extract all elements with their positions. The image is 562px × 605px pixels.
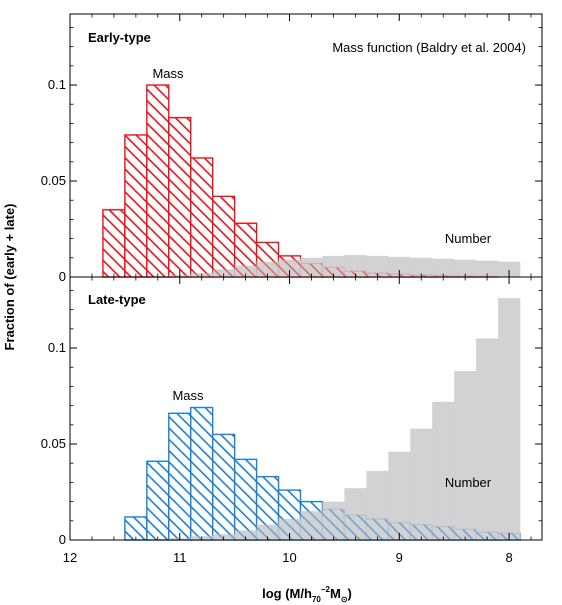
- late-y-tick-label-2: 0.1: [48, 340, 66, 355]
- x-axis-title: log (M/h70−2M⊙): [262, 585, 352, 604]
- late-number-bar-18: [498, 298, 521, 540]
- early-number-bar-18: [498, 261, 521, 277]
- late-type-label: Late-type: [88, 292, 146, 307]
- early-mass-histogram: [102, 84, 499, 278]
- late-mass-overlay-7: [256, 524, 279, 540]
- late-mass-bar-6: [233, 458, 258, 541]
- early-y-tick-label-0: 0: [59, 269, 66, 284]
- late-type-panel: 0 0.05 0.1 Late-type Mass Number: [41, 276, 543, 547]
- x-tick-label-1: 11: [173, 550, 187, 565]
- late-mass-overlay-12: [366, 518, 389, 540]
- late-mass-overlay-15: [432, 526, 455, 540]
- early-mass-overlay-6: [234, 265, 257, 277]
- early-number-bar-14: [410, 257, 433, 277]
- x-tick-label-0: 12: [63, 550, 77, 565]
- x-tick-label-3: 9: [396, 550, 403, 565]
- early-y-tick-label-1: 0.05: [41, 173, 66, 188]
- early-number-bar-16: [454, 259, 477, 277]
- early-mass-bar-5: [211, 195, 236, 278]
- late-mass-overlay-17: [476, 532, 499, 540]
- late-mass-overlay-16: [454, 529, 477, 540]
- late-mass-overlay-8: [278, 518, 301, 540]
- early-mass-overlay-8: [278, 259, 301, 277]
- early-type-panel: 0 0.05 0.1 Early-type Mass function (Baldr…: [41, 13, 543, 284]
- late-panel-frame: [69, 276, 543, 541]
- early-mass-overlay-10: [322, 267, 345, 277]
- late-mass-bar-3: [168, 412, 192, 541]
- late-number-bar-16: [454, 371, 477, 540]
- early-y-ticks: 0 0.05 0.1: [41, 14, 542, 284]
- early-number-bar-17: [476, 260, 499, 277]
- late-mass-overlay-10: [322, 509, 345, 540]
- early-mass-overlay-9: [300, 263, 323, 277]
- late-number-bar-13: [388, 451, 411, 540]
- y-axis-title: Fraction of (early + late): [2, 203, 17, 350]
- chart-annotation: Mass function (Baldry et al. 2004): [332, 40, 526, 55]
- late-mass-overlay-9: [300, 511, 323, 540]
- early-y-tick-label-2: 0.1: [48, 77, 66, 92]
- early-number-label: Number: [445, 231, 492, 246]
- x-tick-label-2: 10: [282, 550, 296, 565]
- early-mass-bar-3: [168, 116, 192, 278]
- early-mass-bar-2: [146, 84, 170, 278]
- x-axis: 12 11 10 9 8: [63, 550, 513, 565]
- early-mass-overlay-5: [212, 269, 235, 277]
- late-mass-overlay-14: [410, 524, 433, 540]
- x-tick-label-4: 8: [505, 550, 512, 565]
- late-number-bar-15: [432, 401, 455, 540]
- late-mass-bar-4: [190, 406, 214, 541]
- late-y-tick-label-0: 0: [59, 532, 66, 547]
- late-mass-bar-5: [211, 433, 236, 541]
- late-number-bar-14: [410, 428, 433, 540]
- late-number-bar-17: [476, 338, 499, 540]
- late-mass-bar-2: [146, 460, 170, 541]
- late-y-ticks: 0 0.05 0.1: [41, 277, 542, 547]
- late-mass-overlay-11: [344, 515, 367, 540]
- early-mass-label: Mass: [152, 66, 184, 81]
- early-mass-bar-1: [124, 134, 148, 278]
- early-mass-bar-0: [102, 209, 126, 278]
- early-mass-bar-4: [190, 157, 214, 278]
- late-number-label: Number: [445, 475, 492, 490]
- early-type-label: Early-type: [88, 30, 151, 45]
- late-mass-overlay-13: [388, 522, 411, 540]
- late-mass-overlay-6: [234, 530, 257, 540]
- early-number-bar-15: [432, 258, 455, 277]
- late-y-tick-label-1: 0.05: [41, 436, 66, 451]
- early-number-bar-12: [366, 255, 389, 277]
- early-mass-overlay-7: [256, 261, 279, 277]
- late-mass-label: Mass: [172, 388, 204, 403]
- early-number-bar-13: [388, 256, 411, 277]
